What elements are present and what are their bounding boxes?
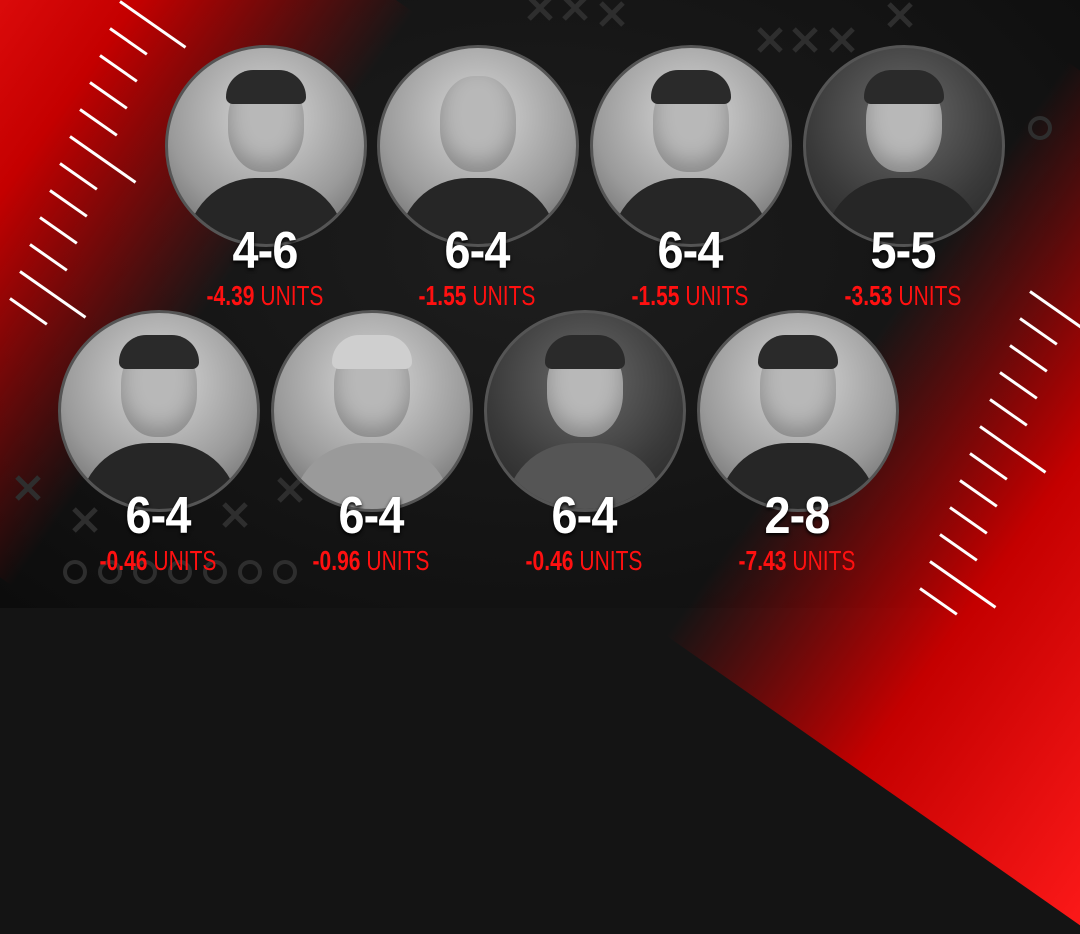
units-value: -4.39 xyxy=(206,280,255,311)
expert-card: 6-4 -0.46 UNITS xyxy=(484,310,686,576)
x-play-mark xyxy=(527,0,553,21)
expert-card: 6-4 -1.55 UNITS xyxy=(590,45,792,311)
expert-card: 6-4 -1.55 UNITS xyxy=(377,45,579,311)
record: 6-4 xyxy=(551,487,618,545)
units-label: UNITS xyxy=(685,280,749,311)
units-line: -1.55 UNITS xyxy=(402,281,552,311)
record: 6-4 xyxy=(444,222,511,280)
record: 6-4 xyxy=(338,487,405,545)
o-play-mark xyxy=(133,560,157,584)
units-value: -7.43 xyxy=(738,545,787,576)
o-play-mark xyxy=(168,560,192,584)
expert-card: 6-4 -0.46 UNITS xyxy=(58,310,260,576)
units-value: -3.53 xyxy=(844,280,893,311)
o-play-mark xyxy=(1028,116,1052,140)
expert-photo xyxy=(165,45,367,247)
units-value: -1.55 xyxy=(418,280,467,311)
units-line: -0.46 UNITS xyxy=(83,546,233,576)
x-play-mark xyxy=(792,27,818,53)
record: 2-8 xyxy=(764,487,831,545)
units-label: UNITS xyxy=(898,280,962,311)
units-line: -7.43 UNITS xyxy=(722,546,872,576)
o-play-mark xyxy=(203,560,227,584)
expert-photo xyxy=(803,45,1005,247)
x-play-mark xyxy=(599,1,625,27)
units-label: UNITS xyxy=(472,280,536,311)
x-play-mark xyxy=(15,475,41,501)
expert-card: 4-6 -4.39 UNITS xyxy=(165,45,367,311)
units-label: UNITS xyxy=(792,545,856,576)
x-play-mark xyxy=(887,2,913,28)
units-label: UNITS xyxy=(579,545,643,576)
units-line: -1.55 UNITS xyxy=(615,281,765,311)
record: 6-4 xyxy=(125,487,192,545)
units-line: -4.39 UNITS xyxy=(190,281,340,311)
expert-card: 5-5 -3.53 UNITS xyxy=(803,45,1005,311)
units-line: -0.46 UNITS xyxy=(509,546,659,576)
expert-photo xyxy=(377,45,579,247)
units-label: UNITS xyxy=(153,545,217,576)
play-marks xyxy=(15,0,1052,584)
record: 5-5 xyxy=(870,222,937,280)
units-label: UNITS xyxy=(366,545,430,576)
expert-photo xyxy=(484,310,686,512)
expert-photo xyxy=(271,310,473,512)
x-play-mark xyxy=(757,27,783,53)
units-value: -0.46 xyxy=(525,545,574,576)
expert-photo xyxy=(58,310,260,512)
units-value: -0.96 xyxy=(312,545,361,576)
x-play-mark xyxy=(562,0,588,21)
x-play-mark xyxy=(829,27,855,53)
units-value: -0.46 xyxy=(99,545,148,576)
expert-photo xyxy=(697,310,899,512)
units-value: -1.55 xyxy=(631,280,680,311)
x-play-mark xyxy=(72,507,98,533)
units-line: -0.96 UNITS xyxy=(296,546,446,576)
record: 4-6 xyxy=(232,222,299,280)
o-play-mark xyxy=(98,560,122,584)
record: 6-4 xyxy=(657,222,724,280)
expert-card: 2-8 -7.43 UNITS xyxy=(697,310,899,576)
expert-photo xyxy=(590,45,792,247)
o-play-mark xyxy=(273,560,297,584)
o-play-mark xyxy=(238,560,262,584)
units-line: -3.53 UNITS xyxy=(828,281,978,311)
o-play-mark xyxy=(63,560,87,584)
units-label: UNITS xyxy=(260,280,324,311)
expert-card: 6-4 -0.96 UNITS xyxy=(271,310,473,576)
